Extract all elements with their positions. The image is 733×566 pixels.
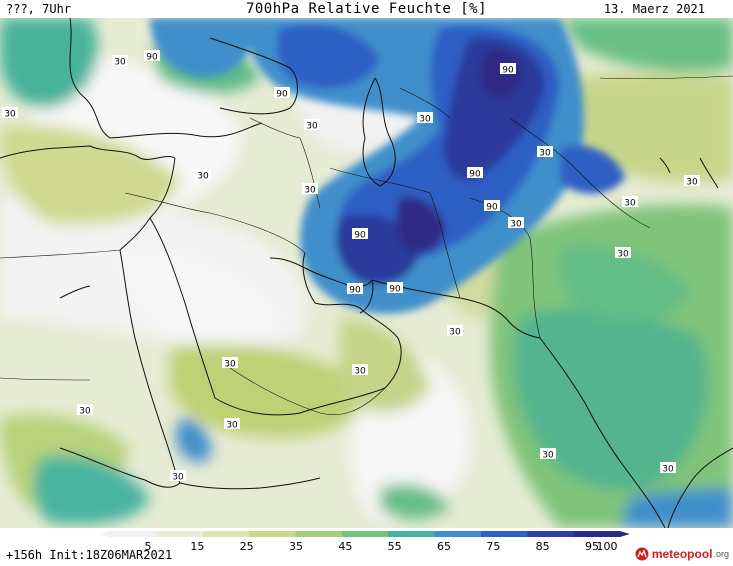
contour-label-text: 30 (510, 220, 522, 230)
contour-label: 30 (684, 175, 700, 188)
contour-label-text: 30 (449, 328, 461, 338)
colorbar-tick-label: 5 (145, 540, 152, 553)
meteopool-logo[interactable]: meteopool .org (635, 544, 729, 564)
contour-label-text: 90 (354, 231, 366, 241)
valid-date: 13. Maerz 2021 (603, 2, 705, 16)
contour-label-text: 30 (686, 178, 698, 188)
colorbar-swatch (341, 531, 389, 537)
colorbar-swatch (202, 531, 250, 537)
colorbar-swatch (249, 531, 296, 537)
contour-label-text: 30 (79, 407, 91, 417)
contour-label-text: 30 (542, 451, 554, 461)
contour-label: 90 (144, 50, 160, 63)
contour-label-text: 90 (469, 170, 481, 180)
contour-label: 30 (508, 217, 524, 230)
forecast-label: ???, 7Uhr (6, 2, 72, 16)
humidity-map: 90 30 90 90 30 30 30 30 90 30 30 30 30 90 30 90 30 90 90 30… (0, 18, 733, 528)
contour-label: 30 (222, 357, 238, 370)
colorbar-swatch (480, 531, 528, 537)
contour-label-text: 30 (539, 149, 551, 159)
contour-label: 30 (224, 418, 240, 431)
contour-label: 30 (77, 404, 93, 417)
contour-label: 30 (660, 462, 676, 475)
contour-label-text: 30 (306, 122, 318, 132)
colorbar-swatch (573, 531, 621, 537)
contour-label: 90 (347, 283, 363, 296)
map-footer: 5 15 25 35 45 55 65 75 85 95 100 +156h Init:18Z06M… (0, 528, 733, 566)
contour-label: 30 (302, 183, 318, 196)
contour-label-text: 90 (349, 286, 361, 296)
contour-label: 30 (540, 448, 556, 461)
contour-label: 90 (352, 228, 368, 241)
contour-label: 30 (352, 364, 368, 377)
contour-label: 90 (467, 167, 483, 180)
contour-label: 30 (615, 247, 631, 260)
contour-label: 90 (500, 63, 516, 76)
colorbar-swatch (434, 531, 482, 537)
borders-coastlines (0, 18, 733, 528)
map-title: 700hPa Relative Feuchte [%] (245, 1, 488, 17)
logo-text: meteopool (651, 547, 713, 561)
contour-label-text: 30 (172, 473, 184, 483)
contour-label-text: 90 (146, 53, 158, 63)
contour-label-text: 30 (226, 421, 238, 431)
colorbar-tick-label: 65 (437, 540, 451, 553)
contour-label: 30 (170, 470, 186, 483)
colorbar-swatch (156, 531, 204, 537)
contour-label-text: 30 (197, 172, 209, 182)
contour-label-text: 90 (486, 203, 498, 213)
colorbar-tick-label: 55 (388, 540, 402, 553)
humidity-field (0, 18, 733, 528)
contour-label-text: 30 (419, 115, 431, 125)
contour-label-text: 30 (304, 186, 316, 196)
colorbar-tick-label: 75 (486, 540, 500, 553)
contour-label: 30 (2, 107, 18, 120)
contour-labels: 90 30 90 90 30 30 30 30 90 30 30 30 30 90 30 90 30 90 90 30… (2, 50, 700, 483)
contour-label-text: 30 (624, 199, 636, 209)
colorbar-swatch (527, 531, 575, 537)
colorbar-tick-label: 45 (338, 540, 352, 553)
contour-label-text: 90 (276, 90, 288, 100)
contour-label: 30 (304, 119, 320, 132)
init-time: +156h Init:18Z06MAR2021 (6, 548, 173, 562)
contour-label: 30 (622, 196, 638, 209)
contour-label: 30 (537, 146, 553, 159)
contour-label: 30 (112, 55, 128, 68)
logo-domain: .org (713, 549, 729, 559)
colorbar-swatch (295, 531, 343, 537)
contour-label-text: 30 (4, 110, 16, 120)
contour-label: 90 (274, 87, 290, 100)
colorbar-tick-label: 35 (289, 540, 303, 553)
colorbar-extend-arrow (620, 531, 630, 537)
contour-label-text: 30 (114, 58, 126, 68)
colorbar-swatch (388, 531, 436, 537)
contour-label: 30 (417, 112, 433, 125)
logo-icon (635, 547, 649, 561)
colorbar-tick-label: 100 (597, 540, 618, 553)
colorbar-extend-arrow (100, 531, 110, 537)
contour-label: 30 (447, 325, 463, 338)
contour-label-text: 90 (389, 285, 401, 295)
contour-label-text: 30 (617, 250, 629, 260)
contour-label-text: 30 (354, 367, 366, 377)
colorbar-tick-label: 15 (190, 540, 204, 553)
contour-label: 30 (195, 169, 211, 182)
colorbar-tick-label: 25 (240, 540, 254, 553)
colorbar-swatch (110, 531, 157, 537)
contour-label: 90 (484, 200, 500, 213)
contour-label-text: 30 (224, 360, 236, 370)
contour-label: 90 (387, 282, 403, 295)
contour-label-text: 30 (662, 465, 674, 475)
colorbar-tick-label: 85 (536, 540, 550, 553)
colorbar-tick-label: 95 (585, 540, 599, 553)
contour-label-text: 90 (502, 66, 514, 76)
